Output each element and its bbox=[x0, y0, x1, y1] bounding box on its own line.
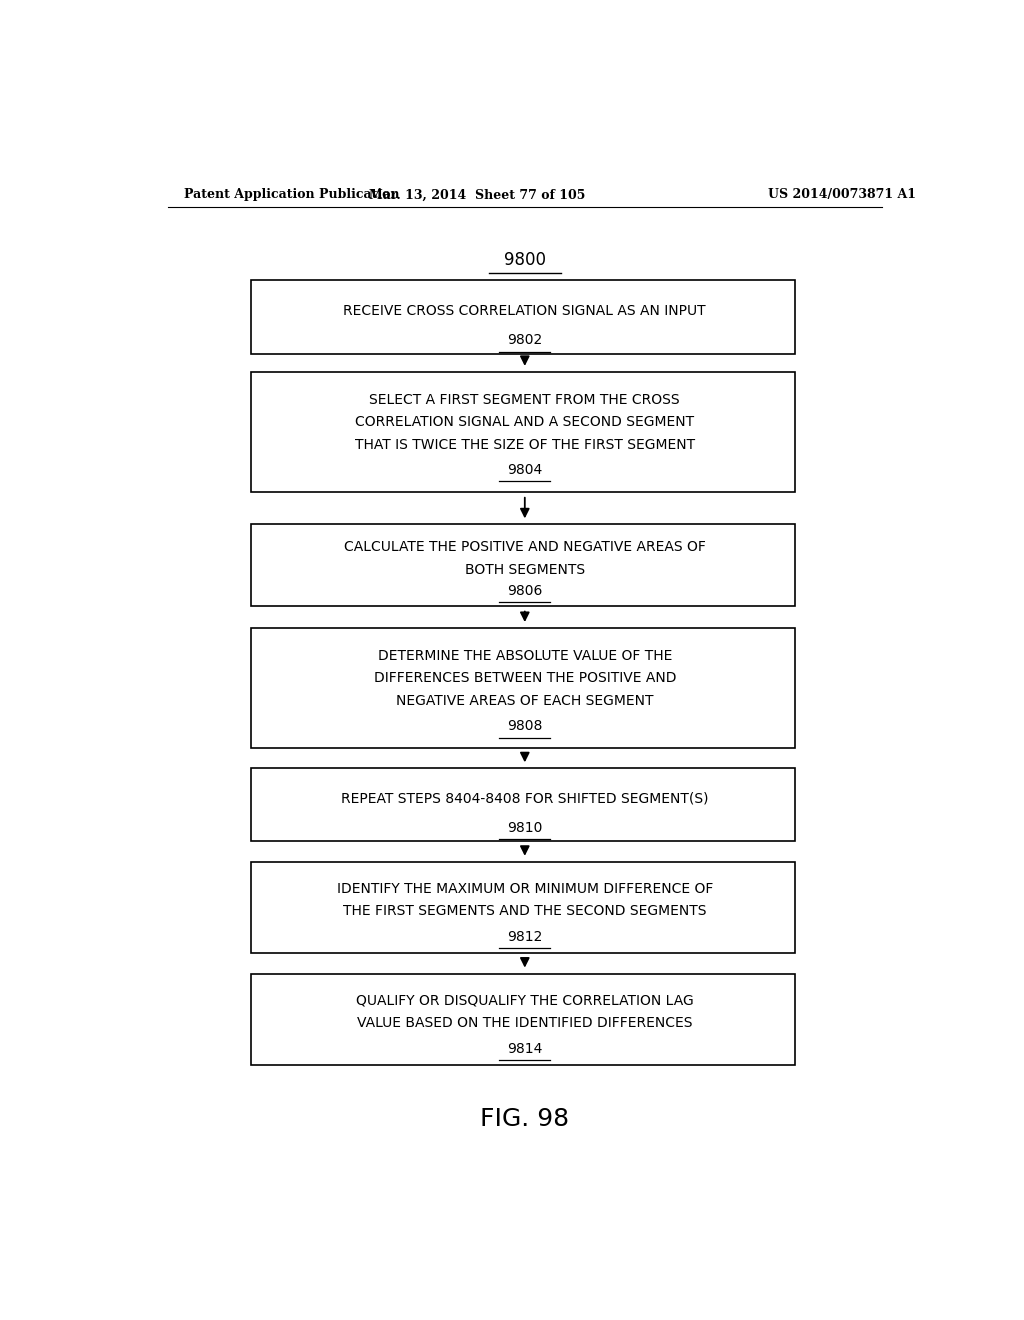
Text: 9804: 9804 bbox=[507, 463, 543, 478]
Text: DETERMINE THE ABSOLUTE VALUE OF THE: DETERMINE THE ABSOLUTE VALUE OF THE bbox=[378, 649, 672, 663]
Text: REPEAT STEPS 8404-8408 FOR SHIFTED SEGMENT(S): REPEAT STEPS 8404-8408 FOR SHIFTED SEGME… bbox=[341, 792, 709, 807]
Text: DIFFERENCES BETWEEN THE POSITIVE AND: DIFFERENCES BETWEEN THE POSITIVE AND bbox=[374, 672, 676, 685]
Bar bbox=[251, 628, 795, 748]
Text: QUALIFY OR DISQUALIFY THE CORRELATION LAG: QUALIFY OR DISQUALIFY THE CORRELATION LA… bbox=[356, 994, 693, 1007]
Text: US 2014/0073871 A1: US 2014/0073871 A1 bbox=[768, 189, 916, 202]
Text: 9808: 9808 bbox=[507, 719, 543, 734]
Text: NEGATIVE AREAS OF EACH SEGMENT: NEGATIVE AREAS OF EACH SEGMENT bbox=[396, 694, 653, 708]
Bar bbox=[251, 372, 795, 492]
Text: 9810: 9810 bbox=[507, 821, 543, 836]
Text: THE FIRST SEGMENTS AND THE SECOND SEGMENTS: THE FIRST SEGMENTS AND THE SECOND SEGMEN… bbox=[343, 904, 707, 919]
Text: BOTH SEGMENTS: BOTH SEGMENTS bbox=[465, 562, 585, 577]
Text: VALUE BASED ON THE IDENTIFIED DIFFERENCES: VALUE BASED ON THE IDENTIFIED DIFFERENCE… bbox=[357, 1016, 692, 1030]
Text: RECEIVE CROSS CORRELATION SIGNAL AS AN INPUT: RECEIVE CROSS CORRELATION SIGNAL AS AN I… bbox=[343, 304, 707, 318]
Text: SELECT A FIRST SEGMENT FROM THE CROSS: SELECT A FIRST SEGMENT FROM THE CROSS bbox=[370, 393, 680, 407]
Bar bbox=[251, 280, 795, 354]
Text: 9812: 9812 bbox=[507, 929, 543, 944]
Bar bbox=[251, 768, 795, 841]
Text: 9802: 9802 bbox=[507, 334, 543, 347]
Bar bbox=[251, 862, 795, 953]
Text: 9814: 9814 bbox=[507, 1041, 543, 1056]
Text: Mar. 13, 2014  Sheet 77 of 105: Mar. 13, 2014 Sheet 77 of 105 bbox=[369, 189, 586, 202]
Bar bbox=[251, 524, 795, 606]
Text: IDENTIFY THE MAXIMUM OR MINIMUM DIFFERENCE OF: IDENTIFY THE MAXIMUM OR MINIMUM DIFFEREN… bbox=[337, 882, 713, 896]
Text: 9800: 9800 bbox=[504, 251, 546, 269]
Text: 9806: 9806 bbox=[507, 583, 543, 598]
Text: THAT IS TWICE THE SIZE OF THE FIRST SEGMENT: THAT IS TWICE THE SIZE OF THE FIRST SEGM… bbox=[354, 437, 695, 451]
Bar bbox=[251, 974, 795, 1065]
Text: CORRELATION SIGNAL AND A SECOND SEGMENT: CORRELATION SIGNAL AND A SECOND SEGMENT bbox=[355, 416, 694, 429]
Text: CALCULATE THE POSITIVE AND NEGATIVE AREAS OF: CALCULATE THE POSITIVE AND NEGATIVE AREA… bbox=[344, 540, 706, 554]
Text: FIG. 98: FIG. 98 bbox=[480, 1107, 569, 1131]
Text: Patent Application Publication: Patent Application Publication bbox=[183, 189, 399, 202]
